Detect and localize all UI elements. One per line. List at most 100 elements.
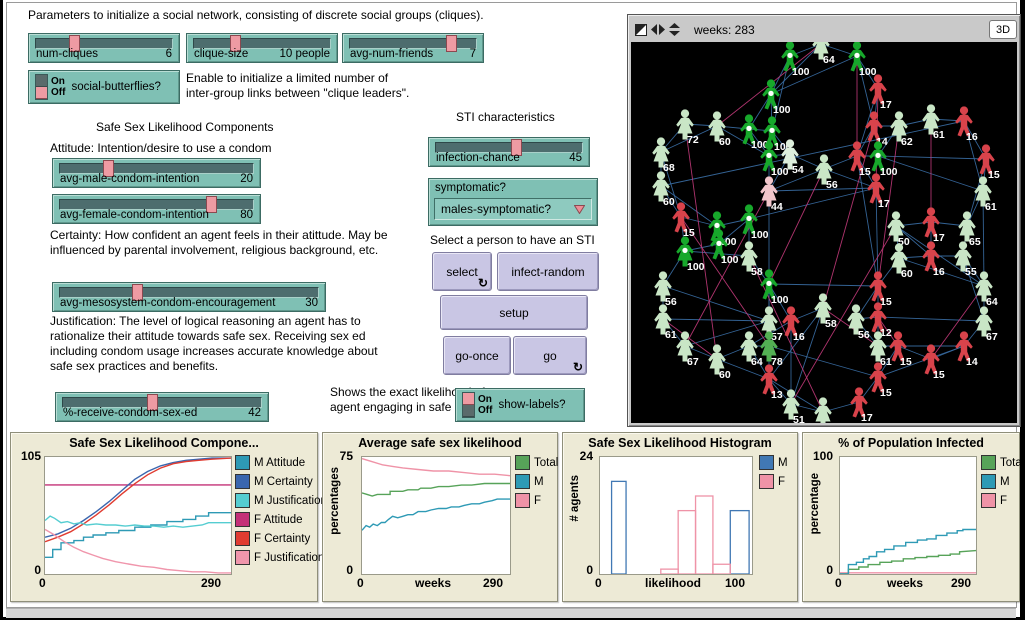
social-network-graph: 1006410017100607210010014626116681005456… [631, 42, 1017, 423]
slider-avg-mesosystem-condom-encouragement[interactable]: avg-mesosystem-condom-encouragement30 [52, 282, 326, 312]
tick-counter: weeks: 283 [694, 23, 755, 37]
person-label: 100 [859, 66, 877, 78]
horizontal-resize-icon[interactable] [651, 24, 665, 35]
slider-label: num-cliques [36, 48, 98, 60]
person-label: 16 [933, 266, 945, 278]
legend-swatch [235, 550, 250, 565]
plot-population-infected: % of Population Infected 100 0 percentag… [802, 432, 1020, 602]
person-label: 62 [901, 136, 913, 148]
slider-label: infection-chance [436, 152, 520, 164]
y-min-label: 0 [567, 563, 593, 577]
legend-item: M Justification [235, 493, 327, 508]
legend-item: F [515, 493, 558, 508]
legend-label: F Justification [254, 552, 324, 564]
person-label: 100 [792, 66, 810, 78]
x-axis-label: weeks [887, 576, 923, 590]
slider-label: avg-num-friends [350, 48, 433, 60]
person-label: 61 [933, 129, 945, 141]
person-label: 67 [687, 356, 699, 368]
switch-show-labels[interactable]: OnOff show-labels? [455, 388, 585, 422]
slider-clique-size[interactable]: clique-size10 people [186, 33, 338, 63]
vertical-resize-icon[interactable] [669, 23, 680, 36]
x-min-label: 0 [595, 576, 602, 590]
y-axis-label: percentages [329, 467, 341, 535]
person-label: 100 [773, 104, 791, 116]
person-label: 100 [880, 166, 898, 178]
switch-toggle[interactable] [462, 392, 475, 418]
switch-off-label: Off [51, 87, 65, 98]
person-label: 67 [986, 331, 998, 343]
x-min-label: 0 [39, 576, 46, 590]
horizontal-scrollbar[interactable] [6, 608, 1016, 618]
chooser-dropdown[interactable]: males-symptomatic? [434, 198, 592, 220]
person-label: 15 [933, 369, 945, 381]
slider-num-cliques[interactable]: num-cliques 6 [28, 33, 180, 63]
switch-name: show-labels? [498, 399, 565, 411]
legend-label: F [778, 476, 785, 488]
go-button[interactable]: go ↻ [513, 336, 587, 375]
person-label: 64 [986, 296, 998, 308]
plot-title: Safe Sex Likelihood Compone... [11, 436, 317, 450]
plot-legend: TotalMF [515, 455, 558, 512]
slider-receive-condom-sex-ed[interactable]: %-receive-condom-sex-ed42 [55, 392, 269, 422]
person-label: 12 [880, 327, 892, 339]
slider-label: clique-size [194, 48, 248, 60]
slider-infection-chance[interactable]: infection-chance 45 [428, 137, 590, 167]
legend-label: Total [534, 457, 558, 469]
person-node[interactable] [814, 397, 832, 423]
x-max-label: 290 [483, 576, 503, 590]
y-axis-label: percentage [809, 473, 821, 534]
select-button[interactable]: select ↻ [432, 252, 492, 291]
person-label: 68 [663, 162, 675, 174]
legend-item: Total [515, 455, 558, 470]
legend-label: F [534, 495, 541, 507]
person-label: 56 [858, 329, 870, 341]
person-label: 15 [859, 166, 871, 178]
y-max-label: 105 [13, 449, 41, 463]
plot-canvas [840, 457, 976, 574]
go-once-button[interactable]: go-once [443, 336, 511, 375]
pan-icon[interactable] [635, 24, 647, 36]
plot-average-likelihood: Average safe sex likelihood 75 0 percent… [322, 432, 558, 602]
switch-name: social-butterflies? [71, 81, 160, 93]
person-label: 100 [771, 166, 789, 178]
person-label: 64 [751, 356, 763, 368]
network-canvas[interactable]: 1006410017100607210010014626116681005456… [631, 42, 1017, 423]
slider-value: 20 [240, 173, 253, 185]
chevron-down-icon [574, 205, 585, 214]
legend-item: F Attitude [235, 512, 327, 527]
setup-button-label: setup [499, 306, 528, 320]
slider-avg-female-condom-intention[interactable]: avg-female-condom-intention80 [52, 194, 261, 224]
person-label: 54 [792, 164, 804, 176]
legend-label: F Attitude [254, 514, 303, 526]
slider-value: 6 [166, 48, 172, 60]
switch-social-butterflies[interactable]: OnOff social-butterflies? [28, 70, 180, 104]
switch-toggle[interactable] [35, 74, 48, 100]
person-label: 78 [771, 356, 783, 368]
legend-swatch [515, 474, 530, 489]
person-label: 100 [721, 254, 739, 266]
x-axis-label: weeks [415, 576, 451, 590]
person-label: 100 [687, 261, 705, 273]
person-label: 17 [880, 99, 892, 111]
x-max-label: 290 [951, 576, 971, 590]
infect-random-button[interactable]: infect-random [497, 252, 599, 291]
slider-avg-male-condom-intention[interactable]: avg-male-condom-intention20 [52, 158, 261, 188]
chooser-symptomatic[interactable]: symptomatic? males-symptomatic? [428, 178, 598, 226]
y-min-label: 0 [327, 563, 353, 577]
person-label: 15 [988, 169, 1000, 181]
slider-avg-num-friends[interactable]: avg-num-friends7 [342, 33, 484, 63]
setup-button[interactable]: setup [440, 295, 588, 330]
person-label: 60 [719, 136, 731, 148]
person-label: 60 [663, 196, 675, 208]
view-3d-button[interactable]: 3D [989, 20, 1017, 39]
legend-item: M [759, 455, 788, 470]
legend-item: Total [981, 455, 1024, 470]
sti-title: STI characteristics [456, 110, 555, 125]
forever-icon: ↻ [478, 276, 488, 290]
slider-value: 45 [569, 152, 582, 164]
legend-swatch [515, 493, 530, 508]
plot-canvas [362, 457, 510, 574]
legend-item: M Certainty [235, 474, 327, 489]
plot-title: Safe Sex Likelihood Histogram [563, 436, 797, 450]
